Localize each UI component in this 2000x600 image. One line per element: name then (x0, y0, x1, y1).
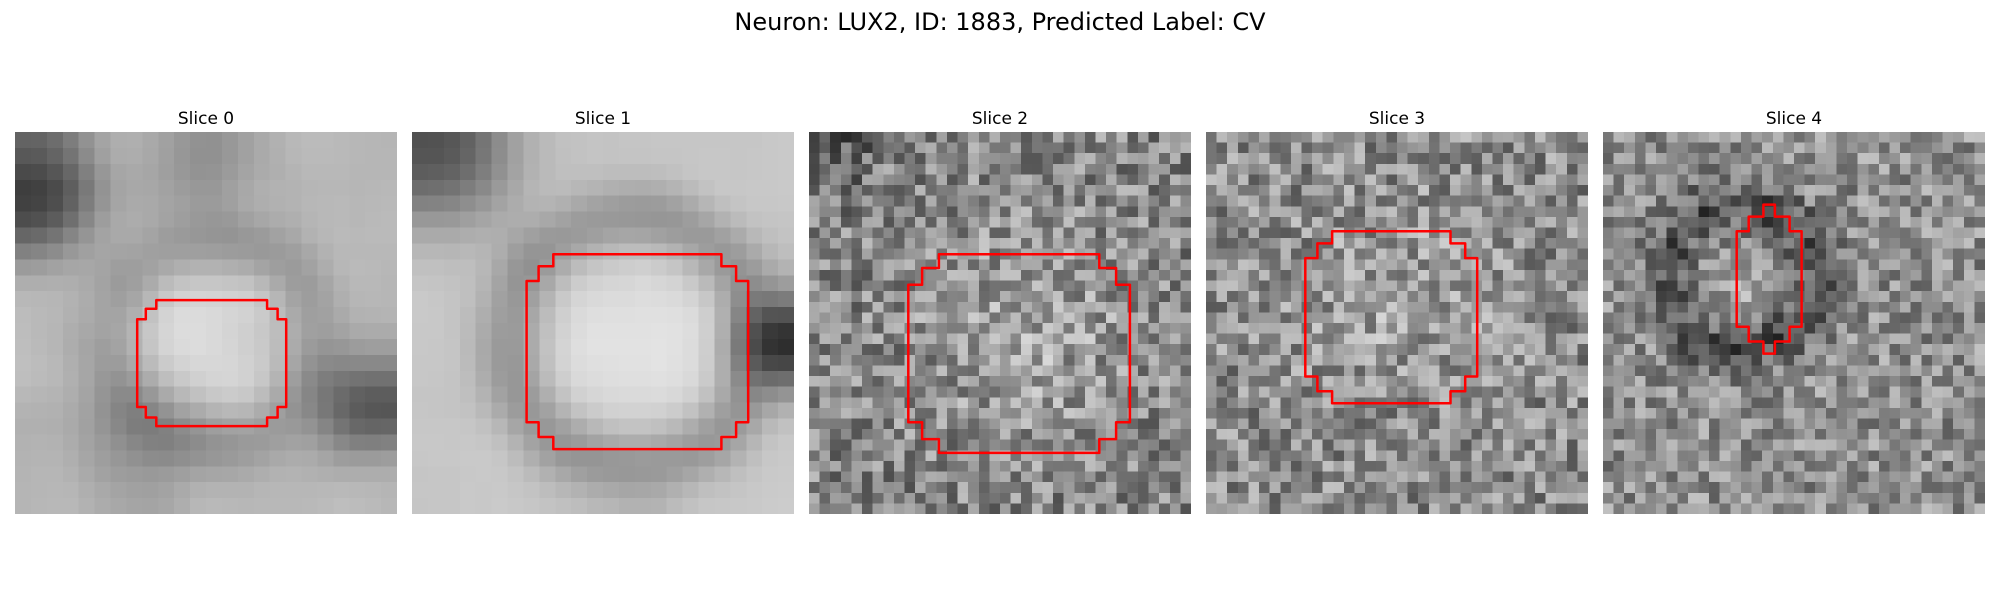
segmentation-outline-2 (907, 252, 1132, 455)
slice-image-3-canvas (1206, 132, 1588, 514)
slice-panel-0: Slice 0 (15, 108, 397, 514)
slice-2-pixels (809, 132, 1191, 514)
slice-title-0: Slice 0 (177, 109, 235, 129)
slice-3-pixels (1206, 132, 1588, 514)
slice-image-0 (15, 132, 397, 514)
slice-image-4-canvas (1603, 132, 1985, 514)
slice-image-2-canvas (809, 132, 1191, 514)
slice-title-1: Slice 1 (574, 109, 632, 129)
slice-title-2: Slice 2 (971, 109, 1029, 129)
slice-image-1-canvas (412, 132, 794, 514)
slice-4-pixels (1603, 132, 1985, 514)
slice-title-3: Slice 3 (1368, 109, 1426, 129)
segmentation-outline-4 (1735, 203, 1803, 355)
slice-image-2 (809, 132, 1191, 514)
slice-panel-4: Slice 4 (1603, 108, 1985, 514)
slice-image-1 (412, 132, 794, 514)
slice-image-3 (1206, 132, 1588, 514)
segmentation-outline-1 (525, 252, 750, 451)
figure-title: Neuron: LUX2, ID: 1883, Predicted Label:… (734, 8, 1266, 36)
segmentation-outline-0 (135, 298, 288, 428)
slice-panel-2: Slice 2 (809, 108, 1191, 514)
slice-panel-3: Slice 3 (1206, 108, 1588, 514)
slice-image-4 (1603, 132, 1985, 514)
slice-image-0-canvas (15, 132, 397, 514)
slice-panel-1: Slice 1 (412, 108, 794, 514)
slice-1-pixels (412, 132, 794, 514)
slice-title-4: Slice 4 (1765, 109, 1823, 129)
slice-0-pixels (15, 132, 397, 514)
segmentation-outline-3 (1304, 230, 1479, 405)
